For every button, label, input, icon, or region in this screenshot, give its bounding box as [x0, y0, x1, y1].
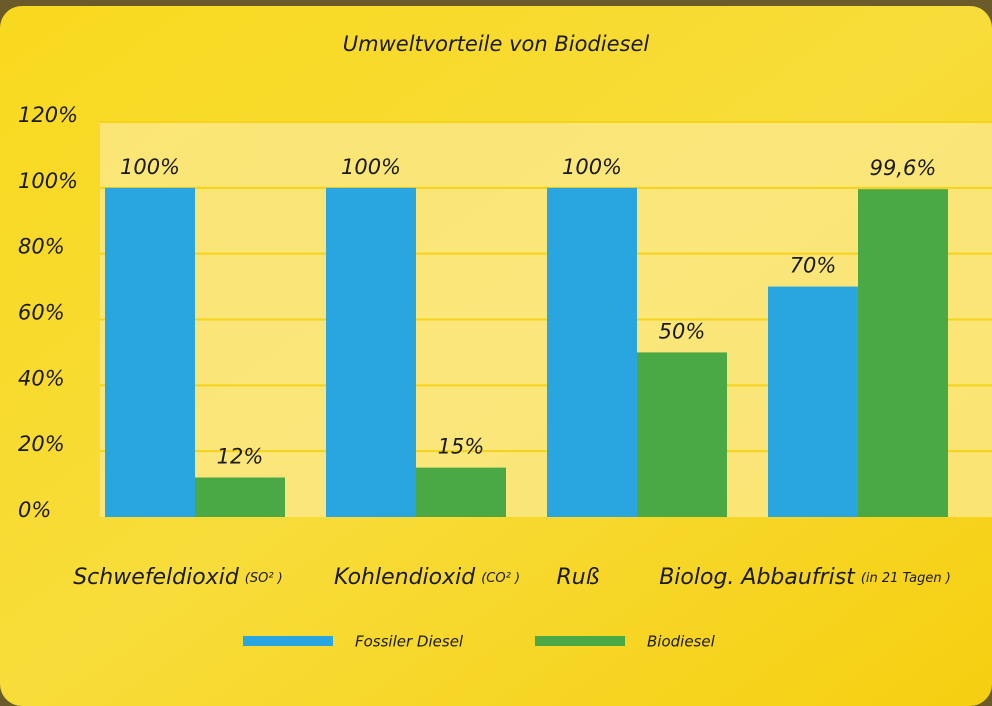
- bar: [547, 187, 637, 518]
- x-tick-label: Schwefeldioxid (SO² ): [73, 565, 283, 590]
- value-label: 50%: [659, 319, 706, 343]
- category-name: Ruß: [556, 565, 599, 590]
- value-label: 12%: [217, 445, 264, 469]
- x-tick-label: Kohlendioxid (CO² ): [334, 565, 520, 590]
- y-tick-label: 120%: [18, 103, 78, 127]
- category-name: Kohlendioxid: [334, 565, 476, 590]
- y-tick-label: 20%: [18, 432, 65, 456]
- y-tick-label: 100%: [18, 169, 78, 193]
- bar: [858, 189, 948, 517]
- chart-title: Umweltvorteile von Biodiesel: [343, 32, 650, 56]
- category-note: (in 21 Tagen ): [861, 571, 951, 586]
- value-label: 99,6%: [870, 156, 937, 180]
- y-tick-label: 40%: [18, 366, 65, 390]
- value-label: 100%: [562, 155, 622, 179]
- legend-swatch: [243, 636, 333, 646]
- bar: [416, 467, 506, 517]
- bar: [105, 187, 195, 518]
- category-note: (CO² ): [481, 571, 520, 586]
- legend-swatch: [535, 636, 625, 646]
- x-tick-label: Biolog. Abbaufrist (in 21 Tagen ): [659, 565, 951, 590]
- y-tick-label: 0%: [18, 498, 51, 522]
- bar: [768, 286, 858, 517]
- bar: [195, 477, 285, 517]
- legend-label: Fossiler Diesel: [355, 633, 464, 651]
- value-label: 100%: [120, 155, 180, 179]
- value-label: 100%: [341, 155, 401, 179]
- value-label: 70%: [790, 254, 837, 278]
- y-tick-label: 80%: [18, 235, 65, 259]
- x-tick-label: Ruß: [556, 565, 599, 590]
- legend-label: Biodiesel: [647, 633, 716, 651]
- category-note: (SO² ): [245, 571, 283, 586]
- category-name: Schwefeldioxid: [73, 565, 240, 590]
- bar: [637, 352, 727, 517]
- category-name: Biolog. Abbaufrist: [659, 565, 856, 590]
- value-label: 15%: [438, 435, 485, 459]
- bar: [326, 187, 416, 518]
- y-tick-label: 60%: [18, 301, 65, 325]
